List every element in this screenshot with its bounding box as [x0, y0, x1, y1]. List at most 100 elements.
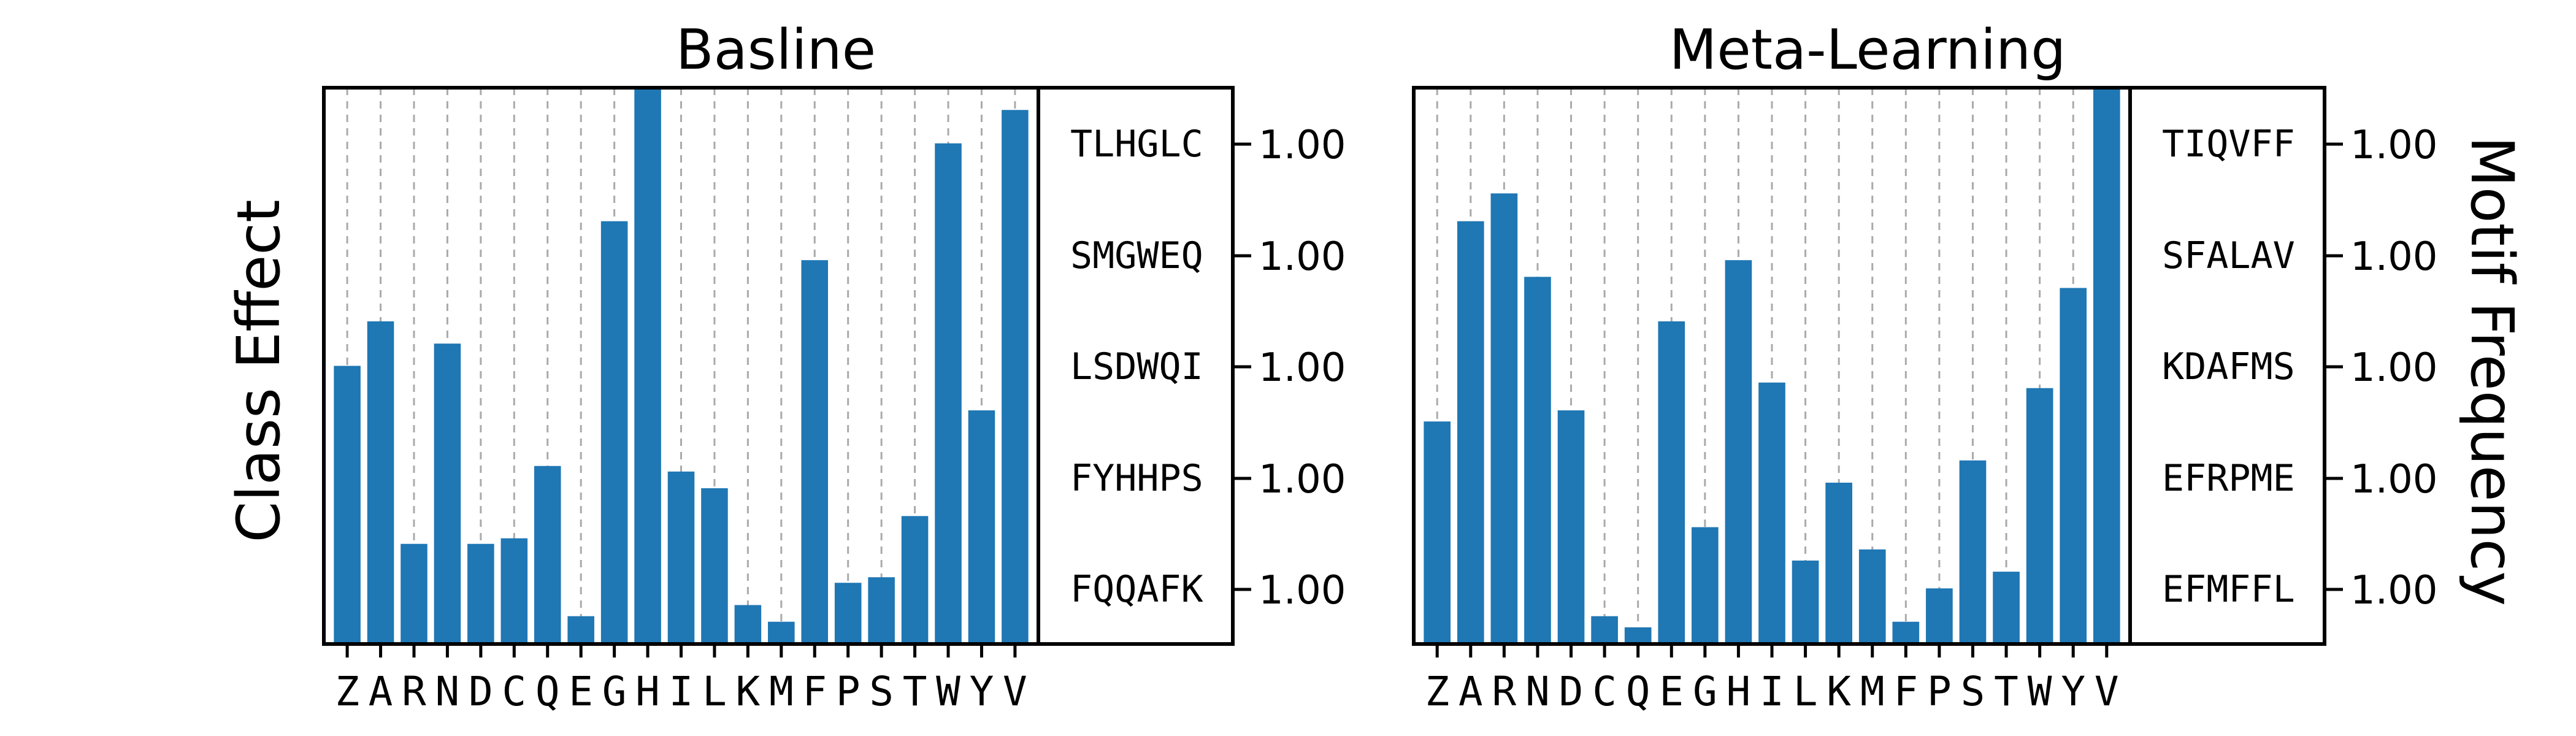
- x-tick-label: C: [502, 668, 526, 715]
- bar-G: [1692, 527, 1719, 644]
- right-y-axis-label: Motif Frequency: [2458, 136, 2526, 606]
- bar-H: [1725, 260, 1752, 644]
- right-y-tick-label: 1.00: [2350, 234, 2438, 280]
- bar-Z: [334, 366, 361, 644]
- bar-A: [367, 321, 394, 644]
- x-tick-label: K: [736, 668, 761, 715]
- motif-label: SMGWEQ: [1070, 234, 1203, 277]
- bar-P: [1926, 588, 1953, 644]
- bar-D: [467, 543, 494, 644]
- x-tick-label: I: [1760, 668, 1784, 715]
- bar-H: [634, 88, 661, 644]
- bar-Q: [534, 466, 561, 644]
- y-axis-label: Class Effect: [224, 199, 293, 542]
- right-y-tick-label: 1.00: [1259, 234, 1346, 280]
- bar-K: [1825, 482, 1852, 644]
- x-tick-label: R: [402, 668, 426, 715]
- motif-label: FYHHPS: [1070, 457, 1203, 500]
- right-y-tick-label: 1.00: [2350, 568, 2438, 613]
- x-tick-label: E: [1659, 668, 1684, 715]
- x-tick-label: A: [369, 668, 393, 715]
- x-tick-label: Z: [1425, 668, 1449, 715]
- x-tick-label: Q: [535, 668, 560, 715]
- x-tick-label: V: [1003, 668, 1027, 715]
- x-tick-label: V: [2095, 668, 2119, 715]
- bar-N: [434, 343, 461, 644]
- bar-M: [768, 621, 795, 644]
- bar-P: [834, 583, 862, 644]
- x-tick-label: A: [1459, 668, 1483, 715]
- x-tick-label: H: [1727, 668, 1751, 715]
- x-tick-label: G: [602, 668, 627, 715]
- x-tick-label: S: [869, 668, 894, 715]
- motif-label: KDAFMS: [2162, 345, 2295, 388]
- right-y-tick-label: 1.00: [1259, 568, 1346, 613]
- bar-W: [935, 143, 962, 644]
- bar-I: [667, 471, 695, 644]
- bar-Y: [968, 410, 995, 644]
- right-y-tick-label: 1.00: [2350, 345, 2438, 391]
- x-tick-label: E: [569, 668, 593, 715]
- x-tick-label: R: [1492, 668, 1516, 715]
- x-tick-label: W: [2028, 668, 2052, 715]
- x-tick-label: P: [836, 668, 861, 715]
- bar-V: [1002, 110, 1029, 644]
- panel-meta-learning: Meta-Learning Z A R N D C Q E G H I L K M F P S T W Y V TIQVF…: [1412, 18, 2438, 715]
- x-tick-label: F: [802, 668, 827, 715]
- bar-S: [868, 577, 895, 644]
- bar-A: [1457, 221, 1484, 644]
- x-tick-label: Y: [970, 668, 994, 715]
- motif-label: LSDWQI: [1070, 345, 1203, 388]
- motif-label: TLHGLC: [1070, 123, 1203, 166]
- x-tick-label: D: [1559, 668, 1584, 715]
- x-tick-label: N: [1525, 668, 1550, 715]
- panel-baseline: Basline Z A R N D C Q E G H I L K M F P S T W Y V TLHGLC 1.00 S…: [322, 18, 1346, 715]
- bar-L: [1792, 560, 1819, 644]
- bar-E: [1658, 321, 1685, 644]
- bar-N: [1524, 277, 1551, 644]
- bar-W: [2026, 388, 2053, 644]
- motif-label: TIQVFF: [2162, 123, 2295, 166]
- bar-K: [734, 605, 762, 644]
- x-tick-label: T: [903, 668, 927, 715]
- x-tick-label: N: [435, 668, 460, 715]
- bar-S: [1959, 460, 1987, 644]
- x-tick-label: K: [1827, 668, 1851, 715]
- bar-F: [1892, 621, 1920, 644]
- panel-title: Meta-Learning: [1669, 18, 2066, 82]
- motif-label: EFMFFL: [2162, 568, 2295, 611]
- x-tick-label: P: [1927, 668, 1952, 715]
- bar-R: [401, 543, 427, 644]
- x-tick-label: Z: [335, 668, 359, 715]
- x-tick-label: Q: [1626, 668, 1650, 715]
- bar-F: [801, 260, 829, 644]
- bar-T: [1993, 572, 2020, 644]
- bar-D: [1557, 410, 1585, 644]
- bar-Q: [1624, 627, 1652, 644]
- bar-L: [701, 488, 728, 644]
- x-tick-label: F: [1893, 668, 1918, 715]
- bar-Y: [2060, 288, 2087, 644]
- x-tick-label: H: [635, 668, 660, 715]
- x-tick-label: I: [669, 668, 694, 715]
- bar-V: [2093, 88, 2120, 644]
- bar-R: [1490, 193, 1518, 645]
- x-tick-label: W: [936, 668, 960, 715]
- right-y-tick-label: 1.00: [2350, 457, 2438, 502]
- right-y-tick-label: 1.00: [1259, 457, 1346, 502]
- x-tick-label: S: [1961, 668, 1985, 715]
- motif-label: EFRPME: [2162, 457, 2295, 500]
- x-tick-label: M: [769, 668, 794, 715]
- motif-label: FQQAFK: [1070, 568, 1203, 611]
- motif-label: SFALAV: [2162, 234, 2295, 277]
- x-tick-label: T: [1994, 668, 2018, 715]
- x-tick-label: G: [1693, 668, 1717, 715]
- x-tick-label: L: [702, 668, 727, 715]
- bar-G: [600, 221, 628, 644]
- bar-Z: [1424, 421, 1451, 644]
- x-tick-label: Y: [2061, 668, 2085, 715]
- x-tick-label: C: [1592, 668, 1617, 715]
- x-tick-label: L: [1793, 668, 1818, 715]
- bar-E: [567, 616, 594, 644]
